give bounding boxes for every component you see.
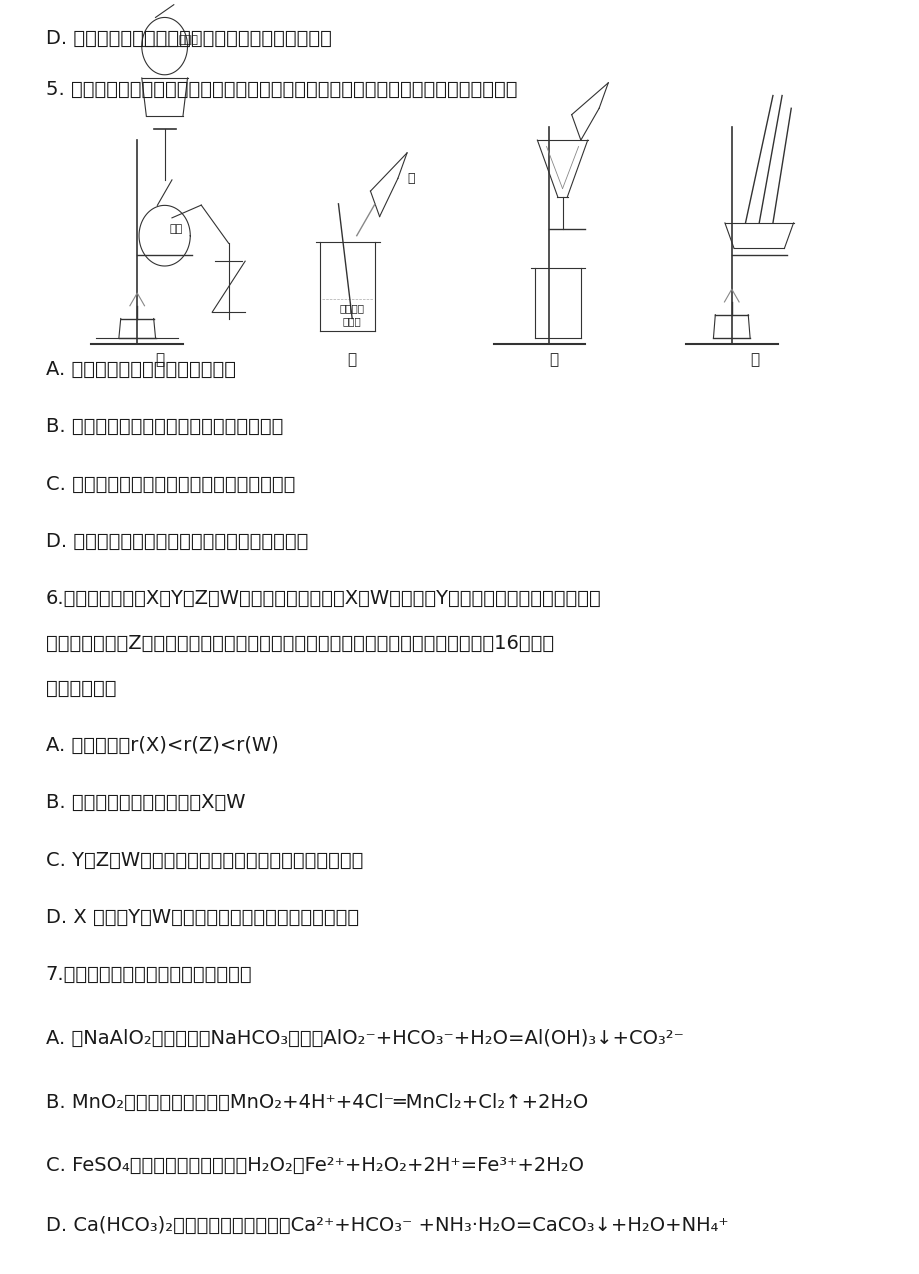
Text: 反应后的: 反应后的 (339, 303, 364, 313)
Text: A. 向NaAlO₂溶液中滴入NaHCO₃溶液：AlO₂⁻+HCO₃⁻+H₂O=Al(OH)₃↓+CO₃²⁻: A. 向NaAlO₂溶液中滴入NaHCO₃溶液：AlO₂⁻+HCO₃⁻+H₂O=… (46, 1029, 683, 1047)
Text: 丁: 丁 (749, 352, 758, 367)
Text: C. 用图丙装置过滤出稀释后混合物中的不溶物: C. 用图丙装置过滤出稀释后混合物中的不溶物 (46, 475, 295, 493)
Text: A. 原子半径：r(X)<r(Z)<r(W): A. 原子半径：r(X)<r(Z)<r(W) (46, 736, 278, 754)
Text: C. Y、Z、W的最高价氧化物的水化物两两之间均能反应: C. Y、Z、W的最高价氧化物的水化物两两之间均能反应 (46, 851, 363, 869)
Text: 水: 水 (406, 172, 414, 185)
Text: B. 用图乙装置向反应后的混合物中加水稀释: B. 用图乙装置向反应后的混合物中加水稀释 (46, 418, 283, 436)
Text: 浓硫酸: 浓硫酸 (178, 34, 198, 45)
Text: D. 用图丁装置将硫酸铜溶液蒸发浓缩后冷却结晶: D. 用图丁装置将硫酸铜溶液蒸发浓缩后冷却结晶 (46, 533, 308, 550)
Text: 7.下列指定反应的离子方程式正确的是: 7.下列指定反应的离子方程式正确的是 (46, 966, 252, 984)
Text: 6.短周期主族元素X、Y、Z、W原子序数依次增大，X、W同主族，Y的原子半径是所有短周期主族: 6.短周期主族元素X、Y、Z、W原子序数依次增大，X、W同主族，Y的原子半径是所… (46, 590, 601, 608)
Text: 元素中最大的，Z是地壳中含量最多的金属元素，四种元素原子的最外层电子数总和为16。下列: 元素中最大的，Z是地壳中含量最多的金属元素，四种元素原子的最外层电子数总和为16… (46, 634, 553, 652)
Text: 铜粉: 铜粉 (169, 224, 182, 234)
Text: 甲: 甲 (155, 352, 165, 367)
Text: 混合物: 混合物 (343, 316, 361, 326)
Text: 5. 下列实验装置应用于铜与浓硫酸反应制取二氧化硫和硫酸铜晶体，能达到实验目的的是: 5. 下列实验装置应用于铜与浓硫酸反应制取二氧化硫和硫酸铜晶体，能达到实验目的的… (46, 80, 516, 98)
Text: 乙: 乙 (347, 352, 357, 367)
Text: D. 用铝制容器盛放浓硝酸，是因为铝和浓硝酸不反应: D. 用铝制容器盛放浓硝酸，是因为铝和浓硝酸不反应 (46, 29, 331, 47)
Text: B. 简单氢化物的热稳定性：X＜W: B. 简单氢化物的热稳定性：X＜W (46, 794, 245, 812)
Text: A. 用图甲装置制取并收集二氧化硫: A. 用图甲装置制取并收集二氧化硫 (46, 361, 235, 378)
Text: 丙: 丙 (549, 352, 557, 367)
Text: C. FeSO₄溶液中加入盐酸酸化的H₂O₂：Fe²⁺+H₂O₂+2H⁺=Fe³⁺+2H₂O: C. FeSO₄溶液中加入盐酸酸化的H₂O₂：Fe²⁺+H₂O₂+2H⁺=Fe³… (46, 1157, 583, 1175)
Text: D. X 分别与Y、W形成的化合物中所含化学键类型相同: D. X 分别与Y、W形成的化合物中所含化学键类型相同 (46, 908, 358, 926)
Text: D. Ca(HCO₃)₂溶液中加入过量氨水：Ca²⁺+HCO₃⁻ +NH₃·H₂O=CaCO₃↓+H₂O+NH₄⁺: D. Ca(HCO₃)₂溶液中加入过量氨水：Ca²⁺+HCO₃⁻ +NH₃·H₂… (46, 1217, 728, 1235)
Text: 说法正确的是: 说法正确的是 (46, 679, 116, 697)
Text: B. MnO₂与浓盐酸混合加热：MnO₂+4H⁺+4Cl⁻═MnCl₂+Cl₂↑+2H₂O: B. MnO₂与浓盐酸混合加热：MnO₂+4H⁺+4Cl⁻═MnCl₂+Cl₂↑… (46, 1093, 587, 1111)
